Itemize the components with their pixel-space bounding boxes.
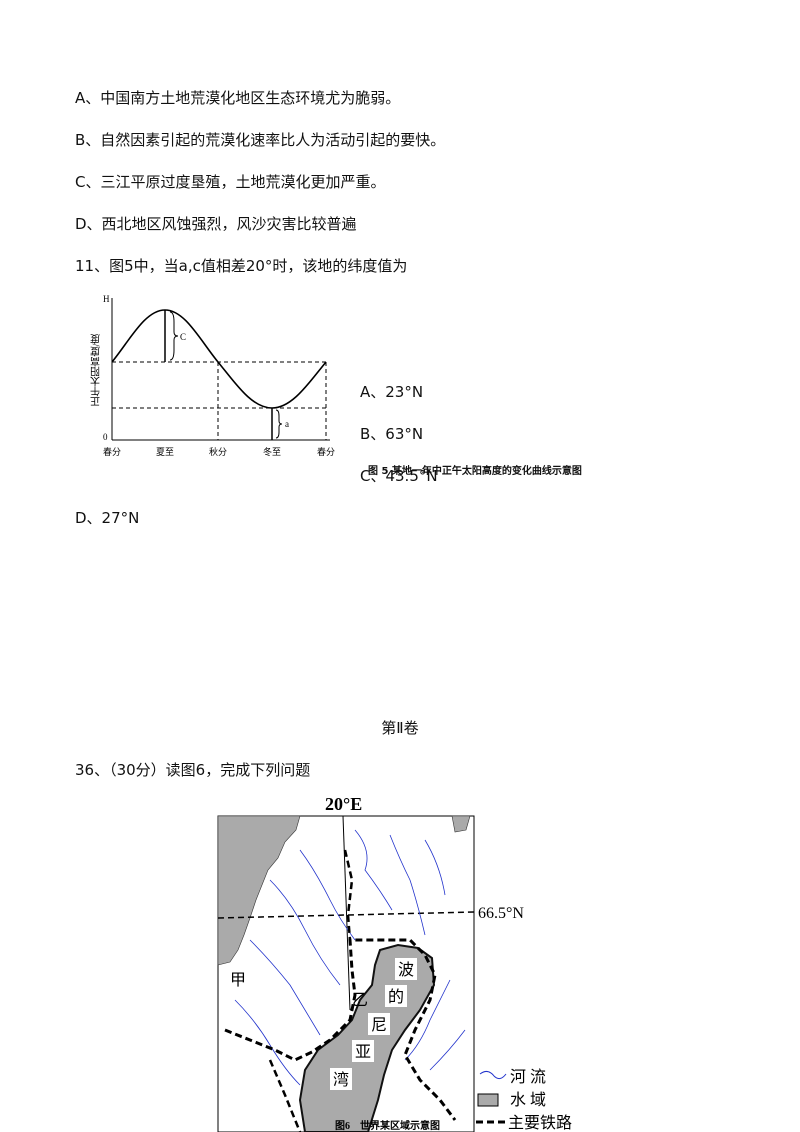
figure-5 — [111, 298, 330, 441]
option: D、27°N — [75, 509, 140, 527]
x-label: 冬至 — [263, 446, 281, 457]
bay-char: 的 — [388, 988, 404, 1006]
legend-label: 河 流 — [510, 1068, 546, 1086]
option: B、自然因素引起的荒漠化速率比人为活动引起的要快。 — [75, 131, 446, 149]
x-label: 秋分 — [209, 446, 227, 457]
bay-char: 亚 — [355, 1044, 371, 1061]
bay-char: 波 — [398, 961, 414, 979]
map-label: 甲 — [230, 972, 246, 989]
bay-char: 湾 — [333, 1071, 349, 1089]
bay-char: 尼 — [371, 1017, 387, 1034]
option: A、中国南方土地荒漠化地区生态环境尤为脆弱。 — [75, 89, 401, 107]
mark-c: C — [180, 332, 186, 342]
option: C、三江平原过度垦殖，土地荒漠化更加严重。 — [75, 173, 386, 191]
legend-label: 主要铁路 — [508, 1114, 572, 1132]
figure-6-map — [217, 815, 507, 1132]
x-label: 夏至 — [156, 447, 174, 457]
section-title: 第Ⅱ卷 — [381, 719, 419, 737]
option: D、西北地区风蚀强烈，风沙灾害比较普遍 — [75, 215, 357, 233]
option: C、43.5°N — [360, 467, 438, 485]
x-label: 春分 — [317, 446, 335, 457]
y-axis-label: 正午太阳高度/度 — [91, 333, 103, 407]
option: A、23°N — [360, 383, 424, 401]
figure-caption: 图6 世界某区域示意图 — [335, 1119, 440, 1132]
question-stem: 11、图5中，当a,c值相差20°时，该地的纬度值为 — [75, 257, 408, 275]
mark-a: a — [285, 419, 289, 429]
axis-top: H — [103, 294, 110, 304]
x-label: 春分 — [103, 446, 121, 457]
origin: 0 — [103, 432, 108, 442]
question-stem: 36、（30分）读图6，完成下列问题 — [75, 761, 311, 779]
legend-label: 水 域 — [510, 1091, 546, 1109]
option: B、63°N — [360, 425, 424, 443]
longitude-label: 20°E — [325, 794, 362, 814]
latitude-label: 66.5°N — [478, 905, 524, 922]
map-label: 乙 — [352, 992, 368, 1009]
figure-caption: 图 5 某地一年中正午太阳高度的变化曲线示意图 — [368, 466, 582, 477]
